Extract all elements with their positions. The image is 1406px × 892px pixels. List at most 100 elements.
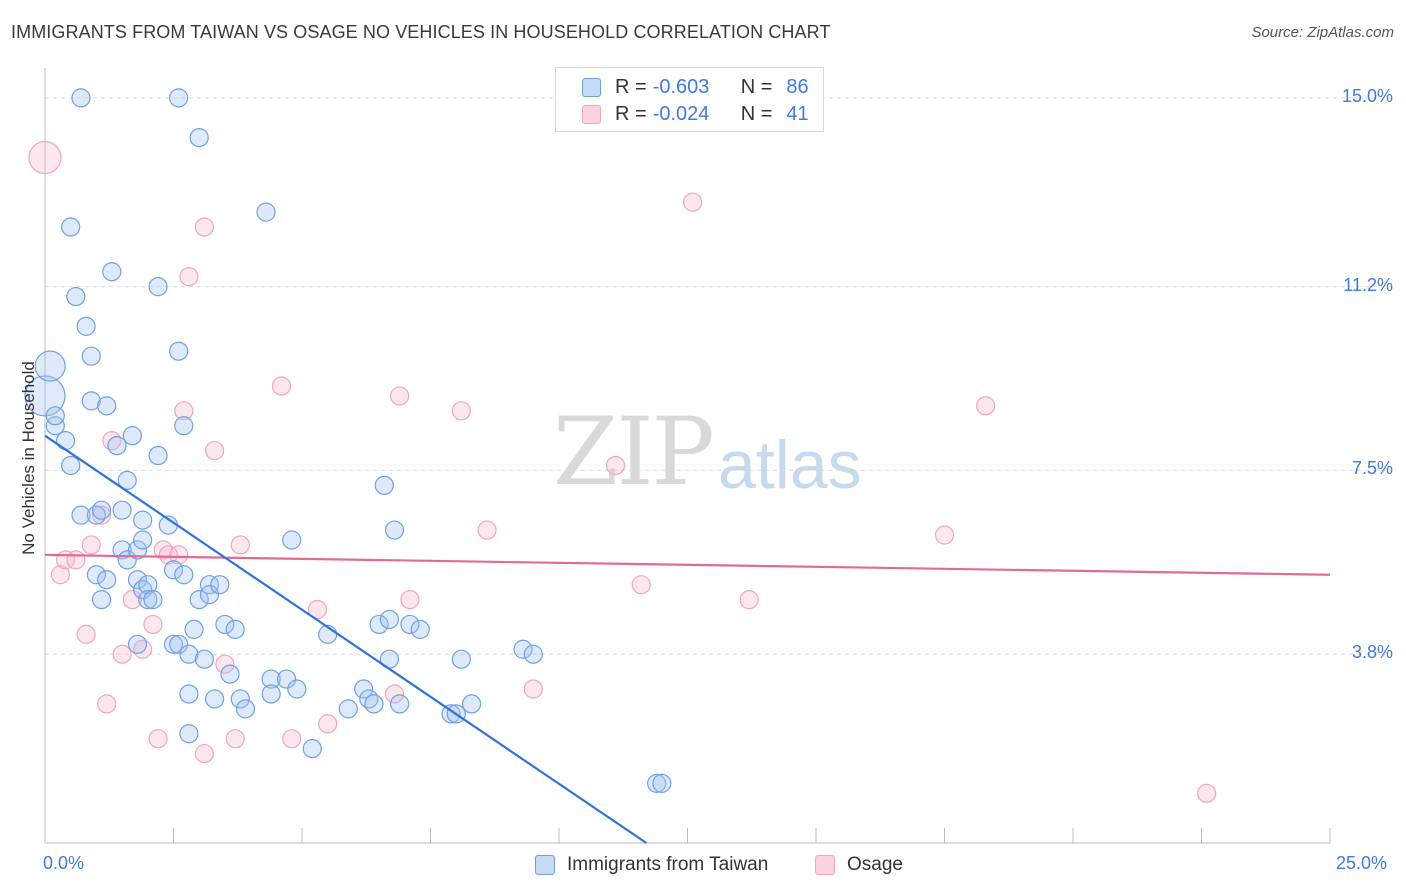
osage-point — [143, 614, 163, 635]
taiwan-point — [138, 589, 158, 610]
osage-point — [739, 589, 759, 610]
osage-point — [215, 654, 235, 674]
taiwan-point — [199, 585, 220, 605]
taiwan-point — [302, 739, 322, 759]
osage-point — [91, 505, 112, 525]
stats-row-taiwan: R = -0.603 N = 86 — [582, 74, 809, 100]
taiwan-point — [97, 570, 117, 590]
taiwan-point — [184, 619, 204, 639]
osage-point — [451, 401, 471, 421]
x-tick-min: 0.0% — [43, 853, 85, 873]
taiwan-point — [205, 689, 225, 709]
taiwan-point — [369, 614, 389, 635]
taiwan-point — [169, 341, 189, 361]
taiwan-point — [647, 773, 667, 793]
osage-points — [28, 140, 1217, 803]
legend-item-taiwan[interactable]: Immigrants from Taiwan — [535, 853, 768, 877]
source-label: Source: ZipAtlas.com — [1251, 24, 1394, 41]
taiwan-point — [210, 575, 230, 595]
taiwan-point — [276, 669, 297, 689]
taiwan-point — [24, 375, 66, 417]
osage-point — [683, 192, 703, 212]
taiwan-point — [61, 217, 81, 237]
taiwan-point — [220, 664, 240, 684]
osage-point — [122, 589, 142, 610]
taiwan-legend-swatch — [535, 855, 555, 875]
taiwan-point — [174, 416, 194, 436]
taiwan-point — [81, 346, 101, 366]
osage-point — [169, 545, 189, 565]
trend-lines — [44, 434, 1331, 844]
legend-label-taiwan: Immigrants from Taiwan — [567, 854, 769, 875]
taiwan-point — [107, 435, 127, 456]
taiwan-point — [261, 669, 281, 689]
gridlines — [45, 97, 1392, 655]
osage-point — [631, 575, 651, 595]
taiwan-point — [163, 560, 184, 580]
osage-point — [230, 535, 250, 555]
taiwan-point — [148, 445, 168, 466]
chart-title: IMMIGRANTS FROM TAIWAN VS OSAGE NO VEHIC… — [11, 22, 831, 42]
taiwan-point — [199, 575, 220, 595]
osage-point — [194, 217, 214, 237]
taiwan-point — [138, 575, 158, 595]
y-tick-label: 7.5% — [1351, 458, 1393, 479]
taiwan-point — [112, 540, 132, 560]
taiwan-point — [117, 470, 137, 490]
osage-point — [50, 565, 71, 585]
taiwan-point — [66, 286, 86, 307]
taiwan-point — [379, 609, 399, 630]
taiwan-point — [148, 277, 168, 297]
taiwan-point — [400, 614, 420, 635]
taiwan-point — [45, 406, 65, 426]
taiwan-point — [189, 589, 209, 610]
osage-point — [179, 267, 199, 287]
r-label: R = — [615, 102, 647, 125]
taiwan-point — [163, 634, 184, 654]
osage-point — [400, 589, 420, 610]
osage-point — [934, 525, 955, 545]
taiwan-point — [45, 416, 65, 436]
n-label: N = — [740, 75, 773, 98]
legend-item-osage[interactable]: Osage — [815, 853, 903, 877]
r-label: R = — [615, 75, 647, 98]
n-value: 41 — [786, 102, 809, 125]
taiwan-point — [127, 634, 148, 654]
osage-point — [148, 729, 168, 749]
stats-row-osage: R = -0.024 N = 41 — [582, 101, 809, 127]
taiwan-point — [174, 565, 194, 585]
osage-point — [205, 440, 225, 461]
taiwan-swatch — [582, 77, 601, 97]
taiwan-point — [122, 426, 142, 446]
taiwan-point — [76, 316, 96, 336]
osage-point — [390, 386, 410, 406]
watermark-atlas: atlas — [718, 427, 862, 503]
osage-point — [194, 743, 214, 764]
taiwan-point — [462, 694, 482, 714]
taiwan-point — [34, 350, 66, 382]
taiwan-point — [81, 391, 101, 411]
osage-point — [112, 644, 132, 664]
y-tick-label: 3.8% — [1351, 642, 1393, 663]
osage-point — [605, 455, 626, 476]
taiwan-point — [215, 614, 235, 635]
taiwan-point — [451, 649, 471, 669]
taiwan-point — [71, 88, 91, 108]
y-axis-label: No Vehicles in Household — [19, 361, 38, 555]
osage-point — [318, 714, 338, 734]
taiwan-trend-line — [44, 434, 647, 844]
taiwan-point — [112, 500, 132, 520]
watermark-zip: ZIP — [553, 398, 715, 507]
taiwan-point — [179, 644, 199, 664]
stats-legend: R = -0.603 N = 86 R = -0.024 N = 41 — [555, 67, 824, 132]
taiwan-point — [127, 570, 148, 590]
taiwan-point — [384, 520, 405, 540]
taiwan-point — [91, 589, 112, 610]
osage-point — [174, 401, 194, 421]
taiwan-point — [441, 704, 461, 724]
taiwan-point — [61, 455, 81, 476]
r-value: -0.603 — [652, 75, 710, 98]
taiwan-point — [86, 565, 107, 585]
taiwan-point — [354, 679, 374, 699]
x-tick-max: 25.0% — [1336, 853, 1388, 873]
